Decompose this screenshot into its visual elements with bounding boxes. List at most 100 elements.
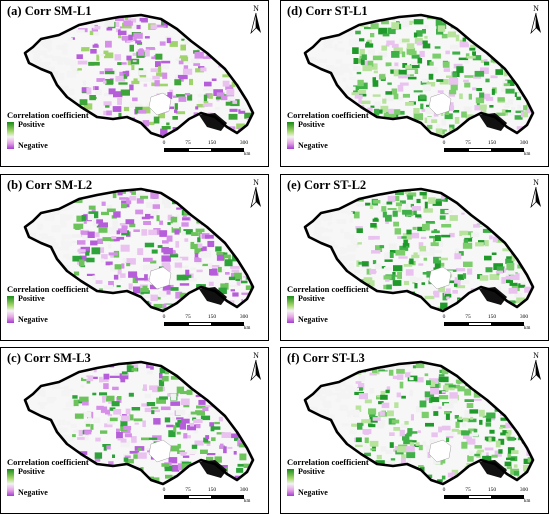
panel-title: (c) Corr SM-L3	[7, 351, 91, 365]
masked-area	[479, 287, 507, 305]
scale-segment	[188, 495, 212, 499]
masked-area	[479, 113, 507, 131]
scale-tick: 0	[442, 140, 446, 146]
svg-text:N: N	[533, 4, 539, 13]
map-panel-d: (d) Corr ST-L1 N Correlation coefficient Po…	[280, 0, 549, 167]
scale-segment	[468, 495, 492, 499]
legend-title: Correlation coefficient	[7, 284, 89, 294]
legend: Correlation coefficient Positive Negative	[287, 110, 369, 150]
panel-title: (b) Corr SM-L2	[7, 178, 93, 192]
lake	[148, 92, 172, 116]
legend-title: Correlation coefficient	[287, 457, 369, 467]
scale-unit: km	[524, 499, 531, 504]
scale-segment	[164, 495, 188, 499]
scale-bar: 0 75 150 300 km	[163, 487, 260, 509]
lake	[148, 439, 172, 463]
scale-tick: 150	[207, 140, 217, 146]
scale-bar: 0 75 150 300 km	[442, 314, 540, 336]
scale-unit: km	[244, 326, 251, 331]
color-ramp	[287, 122, 294, 149]
scale-unit: km	[524, 326, 531, 331]
legend: Correlation coefficient Positive Negative	[287, 457, 369, 497]
lake	[428, 92, 452, 116]
scale-segment	[212, 495, 244, 499]
scale-tick: 300	[239, 314, 249, 320]
legend: Correlation coefficient Positive Negative	[7, 110, 89, 150]
scale-tick: 300	[519, 487, 529, 493]
color-ramp	[287, 469, 294, 496]
scale-segment	[164, 322, 188, 326]
north-arrow-icon: N	[248, 3, 264, 37]
map-panel-a: (a) Corr SM-L1 N Correlation coefficient Po…	[0, 0, 269, 167]
north-arrow-icon: N	[528, 3, 544, 37]
scale-segment	[492, 495, 524, 499]
scale-unit: km	[524, 152, 531, 157]
color-ramp	[7, 296, 14, 323]
scale-tick: 300	[239, 487, 249, 493]
scale-tick: 150	[207, 314, 217, 320]
scale-segment	[212, 148, 244, 152]
scale-segment	[444, 495, 468, 499]
north-arrow-icon: N	[528, 350, 544, 384]
scale-tick: 75	[465, 487, 471, 493]
scale-segment	[212, 322, 244, 326]
map-panel-e: (e) Corr ST-L2 N Correlation coefficient Po…	[280, 174, 549, 341]
color-ramp	[287, 296, 294, 323]
scale-bar: 0 75 150 300 km	[442, 140, 540, 162]
legend-negative-label: Negative	[298, 488, 328, 497]
scale-tick: 150	[487, 140, 497, 146]
svg-text:N: N	[253, 4, 259, 13]
scale-tick: 150	[207, 487, 217, 493]
masked-area	[199, 113, 227, 131]
scale-bar: 0 75 150 300 km	[443, 487, 540, 509]
legend-title: Correlation coefficient	[287, 284, 369, 294]
basin-boundary	[303, 360, 535, 486]
scale-tick: 0	[442, 314, 446, 320]
legend-positive-label: Positive	[18, 294, 45, 303]
scale-segment	[188, 322, 212, 326]
color-ramp	[7, 122, 14, 149]
legend: Correlation coefficient Positive Negative	[287, 284, 369, 324]
legend: Correlation coefficient Positive Negative	[7, 457, 89, 497]
scale-tick: 150	[487, 314, 497, 320]
correlation-map	[303, 360, 535, 486]
lake	[148, 266, 172, 290]
legend: Correlation coefficient Positive Negative	[7, 284, 89, 324]
scale-tick: 75	[465, 314, 471, 320]
north-arrow-icon: N	[528, 177, 544, 211]
svg-text:N: N	[533, 351, 539, 360]
scale-unit: km	[244, 152, 251, 157]
scale-segment	[164, 148, 188, 152]
basin-boundary	[23, 13, 255, 139]
panel-title: (e) Corr ST-L2	[287, 178, 367, 192]
legend-title: Correlation coefficient	[7, 457, 89, 467]
legend-positive-label: Positive	[298, 120, 325, 129]
map-panel-b: (b) Corr SM-L2 N Correlation coefficient Po…	[0, 174, 269, 341]
scale-segment	[188, 148, 212, 152]
scale-segment	[492, 148, 524, 152]
correlation-map	[23, 360, 255, 486]
legend-negative-label: Negative	[298, 141, 328, 150]
scale-tick: 0	[162, 140, 166, 146]
scale-bar: 0 75 150 300 km	[163, 314, 260, 336]
legend-negative-label: Negative	[298, 315, 328, 324]
legend-negative-label: Negative	[18, 141, 48, 150]
legend-positive-label: Positive	[298, 467, 325, 476]
legend-title: Correlation coefficient	[287, 110, 369, 120]
scale-bar: 0 75 150 300 km	[162, 140, 260, 162]
scale-segment	[492, 322, 524, 326]
legend-title: Correlation coefficient	[7, 110, 89, 120]
legend-negative-label: Negative	[18, 315, 48, 324]
masked-area	[479, 460, 507, 478]
lake	[428, 266, 452, 290]
scale-tick: 75	[185, 487, 191, 493]
correlation-map	[303, 187, 535, 313]
legend-positive-label: Positive	[298, 294, 325, 303]
scale-segment	[444, 322, 468, 326]
panel-title: (a) Corr SM-L1	[7, 4, 92, 18]
basin-boundary	[23, 360, 255, 486]
scale-tick: 300	[519, 314, 529, 320]
scale-segment	[468, 148, 492, 152]
color-ramp	[7, 469, 14, 496]
scale-segment	[468, 322, 492, 326]
